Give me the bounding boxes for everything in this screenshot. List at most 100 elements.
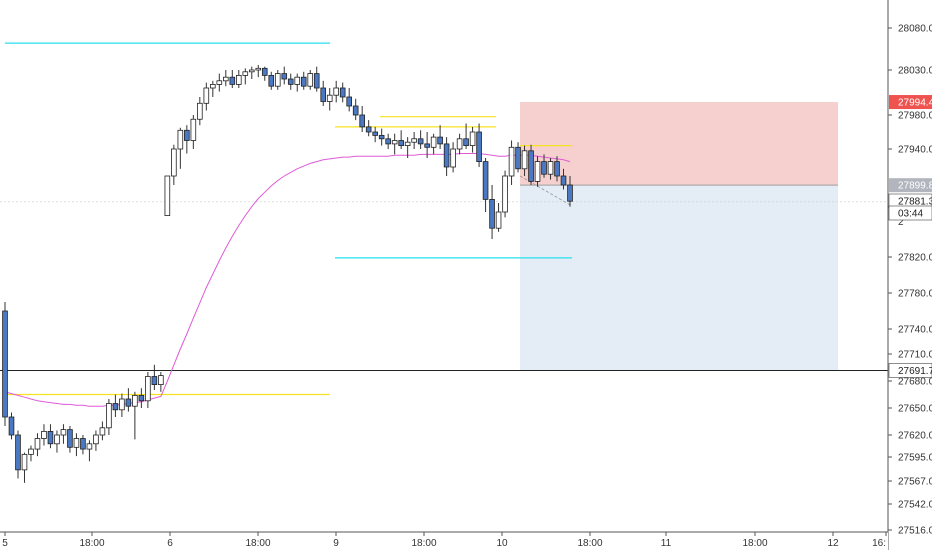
- time-tick-label: 18:00: [742, 538, 767, 549]
- axis-tick-label: 27680.0: [898, 377, 932, 388]
- axis-tick-label: 27980.0: [898, 111, 932, 122]
- candle-body: [41, 430, 47, 439]
- last-price-tag: 27881.3: [898, 197, 932, 208]
- candle-body: [528, 150, 534, 182]
- candle-body: [112, 403, 119, 411]
- target-tag-bg: [888, 363, 932, 378]
- axis-tick-label: 27940.0: [898, 145, 932, 156]
- candle-body: [229, 76, 236, 85]
- candle-body: [554, 161, 560, 177]
- candle-body: [320, 87, 327, 102]
- candle-body: [404, 141, 411, 146]
- candle-body: [158, 375, 164, 386]
- candle-body: [378, 134, 385, 140]
- candle-body: [15, 434, 21, 471]
- candle-body: [184, 129, 190, 141]
- candle-body: [547, 161, 554, 175]
- axis-tick-label: 27542.0: [898, 500, 932, 511]
- entry-tag: 27899.8: [898, 181, 932, 192]
- candle-body: [359, 114, 365, 128]
- candle-body: [482, 161, 489, 200]
- axis-tick-label: 27516.0: [898, 526, 932, 537]
- time-axis[interactable]: 5 18:00 6 18:00 9 18:00 10 18:00 11 18:00 12 16:: [0, 531, 888, 550]
- axis-tick-label: 27710.0: [898, 350, 932, 361]
- axis-tick-label: 27620.0: [898, 431, 932, 442]
- candle-body: [119, 398, 125, 411]
- time-tick-label: 9: [333, 538, 339, 549]
- axis-tick-label: 27780.0: [898, 289, 932, 300]
- candle-body: [190, 118, 197, 141]
- time-tick-label: 6: [167, 538, 173, 549]
- candle-body: [352, 105, 359, 116]
- candle-body: [541, 161, 547, 175]
- axis-tick-label: 27567.0: [898, 477, 932, 488]
- candle-body: [287, 78, 294, 85]
- time-tick-label: 11: [661, 538, 672, 549]
- countdown-tag: 03:44: [898, 209, 923, 220]
- candle-body: [515, 146, 521, 170]
- time-tick-label: 18:00: [577, 538, 602, 549]
- time-tick-label: 18:00: [411, 538, 436, 549]
- candle-body: [99, 427, 106, 436]
- candle-body: [235, 75, 242, 85]
- candle-body: [450, 148, 456, 168]
- candle-body: [456, 138, 463, 150]
- candle-body: [339, 87, 346, 98]
- candle-body: [255, 67, 262, 71]
- candle-body: [313, 73, 320, 89]
- candle-body: [164, 175, 171, 216]
- candle-body: [197, 102, 203, 120]
- candle-body: [411, 138, 417, 143]
- candle-body: [86, 443, 93, 450]
- time-axis-background: [0, 532, 888, 550]
- candle-body: [391, 140, 398, 145]
- candle-body: [281, 73, 288, 80]
- axis-tick-label: 28080.0: [898, 24, 932, 35]
- price-tags: 27994.4 27899.8 27881.303:44 27691.7: [888, 95, 932, 378]
- candle-body: [385, 138, 391, 145]
- candle-body: [268, 75, 275, 87]
- candle-body: [54, 434, 60, 445]
- entry-tag-bg: [889, 178, 932, 193]
- candle-body: [21, 453, 28, 471]
- candle-body: [47, 430, 54, 445]
- ema-line: [4, 153, 571, 407]
- candle-body: [476, 131, 482, 163]
- stop-zone: [520, 102, 838, 186]
- candle-body: [2, 310, 8, 418]
- stop-tag: 27994.4: [898, 98, 932, 109]
- candle-body: [261, 67, 268, 76]
- time-tick-label: 18:00: [79, 538, 104, 549]
- price-axis[interactable]: 28080.0 28030.0 27980.0 27940.0 27820.0 27780…: [887, 0, 932, 550]
- candle-body: [138, 394, 145, 402]
- candle-body: [567, 184, 573, 202]
- candle-body: [307, 73, 314, 87]
- candle-body: [145, 376, 151, 402]
- candle-body: [60, 429, 67, 436]
- candle-body: [210, 84, 216, 89]
- candle-body: [443, 143, 450, 168]
- candle-body: [508, 146, 515, 177]
- axis-tick-label: 27820.0: [898, 253, 932, 264]
- candle-body: [489, 198, 495, 229]
- candle-body: [372, 131, 378, 136]
- candle-body: [463, 138, 469, 147]
- candle-body: [93, 434, 99, 445]
- candle-body: [242, 71, 249, 76]
- candle-body: [430, 136, 437, 148]
- candle-body: [495, 211, 502, 229]
- candle-body: [333, 87, 340, 96]
- time-tick-label: 10: [496, 538, 508, 549]
- candle-body: [469, 131, 476, 146]
- candle-body: [106, 403, 112, 429]
- candle-body: [67, 429, 73, 448]
- candle-body: [73, 438, 80, 448]
- axis-tick-label: 27740.0: [898, 325, 932, 336]
- candle-body: [424, 143, 430, 148]
- time-tick-label: 12: [827, 538, 839, 549]
- candle-body: [346, 96, 352, 107]
- axis-background: [888, 0, 932, 550]
- time-tick-label: 5: [2, 538, 8, 549]
- time-tick-label: 18:00: [245, 538, 270, 549]
